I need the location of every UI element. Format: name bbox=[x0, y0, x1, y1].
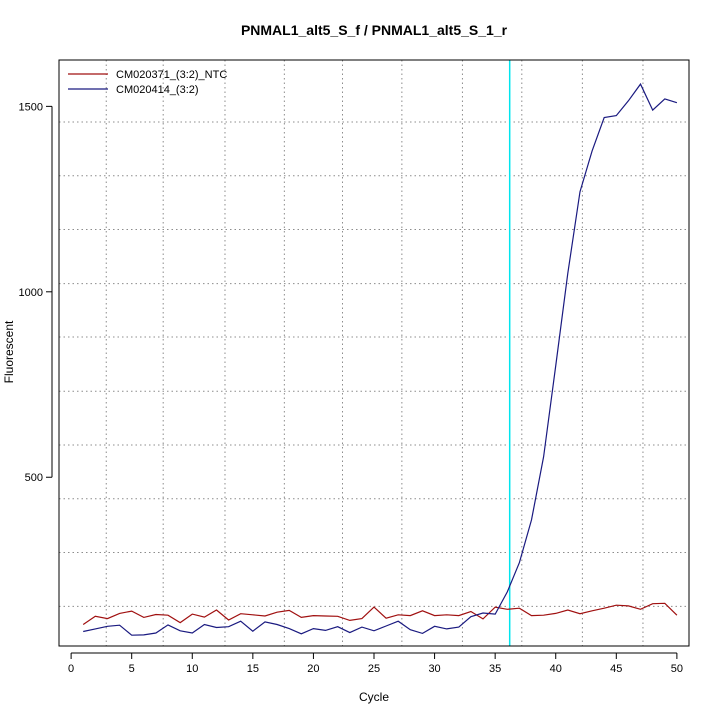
y-tick-label: 500 bbox=[25, 472, 43, 484]
series-line bbox=[82, 602, 678, 625]
chart-title: PNMAL1_alt5_S_f / PNMAL1_alt5_S_1_r bbox=[241, 22, 508, 38]
y-axis-label: Fluorescent bbox=[2, 320, 16, 383]
y-tick-label: 1500 bbox=[19, 101, 43, 113]
grid-lines bbox=[59, 60, 689, 646]
legend: CM020371_(3:2)_NTC CM020414_(3:2) bbox=[68, 69, 227, 96]
y-axis: 500 1000 1500 bbox=[19, 101, 53, 484]
x-tick-label: 35 bbox=[489, 663, 501, 675]
x-tick-label: 10 bbox=[186, 663, 198, 675]
x-tick-label: 15 bbox=[247, 663, 259, 675]
series-lines bbox=[82, 82, 678, 636]
legend-label: CM020414_(3:2) bbox=[116, 84, 199, 96]
legend-label: CM020371_(3:2)_NTC bbox=[116, 69, 227, 81]
x-tick-label: 20 bbox=[307, 663, 319, 675]
x-axis: 0 5 10 15 20 25 30 35 40 45 50 bbox=[68, 652, 683, 675]
x-tick-label: 50 bbox=[671, 663, 683, 675]
series-line bbox=[83, 82, 678, 636]
x-tick-label: 45 bbox=[610, 663, 622, 675]
x-tick-label: 0 bbox=[68, 663, 74, 675]
x-axis-label: Cycle bbox=[359, 690, 389, 704]
x-tick-label: 30 bbox=[428, 663, 440, 675]
x-tick-label: 25 bbox=[368, 663, 380, 675]
x-tick-label: 40 bbox=[550, 663, 562, 675]
y-tick-label: 1000 bbox=[19, 287, 43, 299]
plot-frame bbox=[58, 59, 690, 647]
x-tick-label: 5 bbox=[129, 663, 135, 675]
